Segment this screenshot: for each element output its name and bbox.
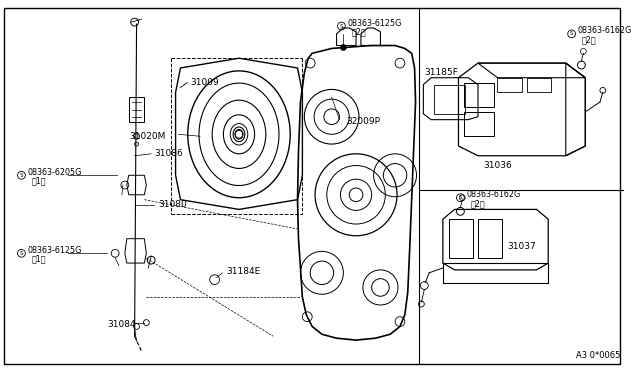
Bar bbox=[465, 83, 493, 107]
Text: 08363-6205G: 08363-6205G bbox=[28, 168, 82, 177]
Text: 31084: 31084 bbox=[108, 320, 136, 329]
Bar bbox=[465, 112, 493, 136]
Text: S: S bbox=[20, 251, 23, 256]
Text: （1）: （1） bbox=[31, 177, 45, 186]
Text: S: S bbox=[459, 195, 462, 200]
Text: 08363-6162G: 08363-6162G bbox=[467, 190, 520, 199]
Text: A3 0*0065: A3 0*0065 bbox=[575, 351, 620, 360]
Bar bbox=[434, 84, 465, 114]
Text: 08363-6162G: 08363-6162G bbox=[577, 26, 632, 35]
Bar bbox=[478, 219, 502, 258]
Text: 31037: 31037 bbox=[508, 242, 536, 251]
Text: （2）: （2） bbox=[470, 199, 485, 208]
Text: S: S bbox=[20, 173, 23, 178]
Text: 32009P: 32009P bbox=[346, 117, 380, 126]
Text: 31020M: 31020M bbox=[129, 132, 166, 141]
Bar bbox=[497, 78, 522, 92]
Text: （2）: （2） bbox=[581, 35, 596, 44]
Text: 31185F: 31185F bbox=[424, 68, 458, 77]
Text: S: S bbox=[340, 23, 343, 29]
Text: 31184E: 31184E bbox=[227, 267, 260, 276]
Circle shape bbox=[340, 45, 346, 51]
Text: 08363-6125G: 08363-6125G bbox=[348, 19, 402, 28]
Text: 31080: 31080 bbox=[158, 200, 187, 209]
Text: （2）: （2） bbox=[351, 28, 366, 36]
Bar bbox=[527, 78, 551, 92]
Text: （1）: （1） bbox=[31, 255, 45, 264]
Text: 08363-6125G: 08363-6125G bbox=[28, 246, 82, 255]
Bar bbox=[449, 219, 473, 258]
Text: S: S bbox=[570, 31, 573, 36]
Text: 31036: 31036 bbox=[483, 161, 512, 170]
Text: 31086: 31086 bbox=[154, 149, 183, 158]
Text: 31009: 31009 bbox=[190, 78, 219, 87]
